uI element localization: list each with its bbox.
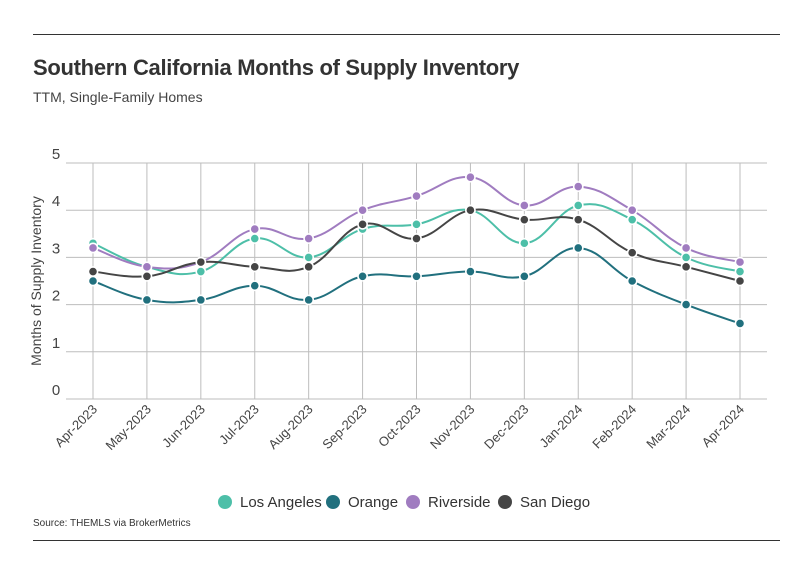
- data-point-riverside: [734, 256, 746, 268]
- x-tick-label: Jun-2023: [159, 402, 208, 451]
- data-point-orange: [572, 242, 584, 254]
- data-point-riverside: [87, 242, 99, 254]
- x-tick-label: Aug-2023: [265, 402, 315, 452]
- data-point-orange: [734, 318, 746, 329]
- data-point-riverside: [411, 190, 422, 202]
- data-point-orange: [249, 280, 261, 292]
- data-point-riverside: [141, 261, 153, 273]
- data-point-riverside: [303, 233, 315, 244]
- data-point-los-angeles: [680, 251, 692, 263]
- source-note: Source: THEMLS via BrokerMetrics: [33, 518, 191, 529]
- x-tick-label: Feb-2024: [589, 402, 639, 452]
- top-rule: [33, 34, 780, 35]
- data-point-san-diego: [572, 214, 584, 226]
- legend-label: San Diego: [520, 494, 590, 511]
- legend-marker: [326, 495, 340, 509]
- y-tick-label: 4: [52, 193, 60, 210]
- bottom-rule: [33, 540, 780, 541]
- legend-item-los-angeles: Los Angeles: [218, 494, 322, 511]
- chart-subtitle: TTM, Single-Family Homes: [33, 89, 203, 105]
- chart-title: Southern California Months of Supply Inv…: [33, 55, 520, 80]
- data-point-los-angeles: [518, 237, 530, 249]
- data-point-san-diego: [680, 261, 692, 273]
- data-point-los-angeles: [626, 214, 638, 226]
- data-point-san-diego: [626, 247, 638, 259]
- x-tick-label: Apr-2024: [699, 402, 747, 450]
- data-point-san-diego: [357, 218, 368, 230]
- data-point-riverside: [465, 171, 476, 183]
- legend-item-orange: Orange: [326, 494, 398, 511]
- data-point-los-angeles: [411, 218, 422, 230]
- x-tick-label: May-2023: [103, 402, 154, 453]
- y-axis-label: Months of Supply Inventory: [28, 196, 44, 366]
- data-point-riverside: [680, 242, 692, 254]
- y-tick-label: 5: [52, 146, 60, 163]
- x-tick-label: Jul-2023: [216, 402, 262, 448]
- x-tick-label: Sep-2023: [319, 402, 369, 452]
- x-axis-ticks: Apr-2023 May-2023 Jun-2023 Jul-2023 Aug-2023…: [52, 402, 747, 453]
- data-point-los-angeles: [734, 266, 746, 277]
- data-point-orange: [680, 299, 692, 310]
- legend-marker: [218, 495, 232, 509]
- data-point-san-diego: [411, 233, 422, 244]
- data-point-san-diego: [734, 275, 746, 287]
- series-lines: [87, 171, 746, 329]
- y-tick-label: 2: [52, 288, 60, 305]
- data-point-los-angeles: [249, 233, 261, 244]
- legend-label: Los Angeles: [240, 494, 322, 511]
- legend-item-san-diego: San Diego: [498, 494, 590, 511]
- data-point-los-angeles: [303, 251, 315, 263]
- x-tick-label: Nov-2023: [427, 402, 477, 452]
- data-point-orange: [141, 294, 153, 306]
- data-point-san-diego: [195, 256, 207, 268]
- data-point-riverside: [249, 223, 261, 235]
- data-point-san-diego: [141, 270, 153, 282]
- data-point-orange: [411, 270, 422, 282]
- data-point-san-diego: [303, 261, 315, 273]
- data-point-orange: [195, 294, 207, 306]
- y-axis-ticks: 0 1 2 3 4 5: [52, 146, 60, 399]
- data-point-san-diego: [87, 266, 99, 277]
- legend: Los Angeles Orange Riverside San Diego: [218, 494, 590, 511]
- legend-item-riverside: Riverside: [406, 494, 491, 511]
- x-tick-label: Oct-2023: [375, 402, 423, 450]
- x-tick-label: Jan-2024: [536, 402, 585, 451]
- data-point-san-diego: [518, 214, 530, 226]
- x-tick-label: Dec-2023: [481, 402, 531, 452]
- data-point-san-diego: [249, 261, 261, 273]
- data-point-orange: [465, 266, 476, 277]
- legend-label: Orange: [348, 494, 398, 511]
- data-point-orange: [303, 294, 315, 306]
- data-point-san-diego: [465, 204, 476, 216]
- y-tick-label: 1: [52, 335, 60, 352]
- y-tick-label: 0: [52, 382, 60, 399]
- data-point-riverside: [626, 204, 638, 216]
- y-tick-label: 3: [52, 240, 60, 257]
- data-point-orange: [87, 275, 99, 287]
- data-point-orange: [357, 270, 368, 282]
- series-san-diego: [87, 204, 746, 287]
- series-orange: [87, 242, 746, 329]
- data-point-los-angeles: [195, 266, 207, 277]
- data-point-riverside: [518, 200, 530, 211]
- legend-marker: [406, 495, 420, 509]
- data-point-orange: [626, 275, 638, 287]
- data-point-riverside: [572, 181, 584, 192]
- x-tick-label: Apr-2023: [52, 402, 100, 450]
- data-point-riverside: [357, 204, 368, 216]
- legend-marker: [498, 495, 512, 509]
- x-tick-label: Mar-2024: [643, 402, 693, 452]
- legend-label: Riverside: [428, 494, 491, 511]
- data-point-los-angeles: [572, 200, 584, 211]
- data-point-orange: [518, 270, 530, 282]
